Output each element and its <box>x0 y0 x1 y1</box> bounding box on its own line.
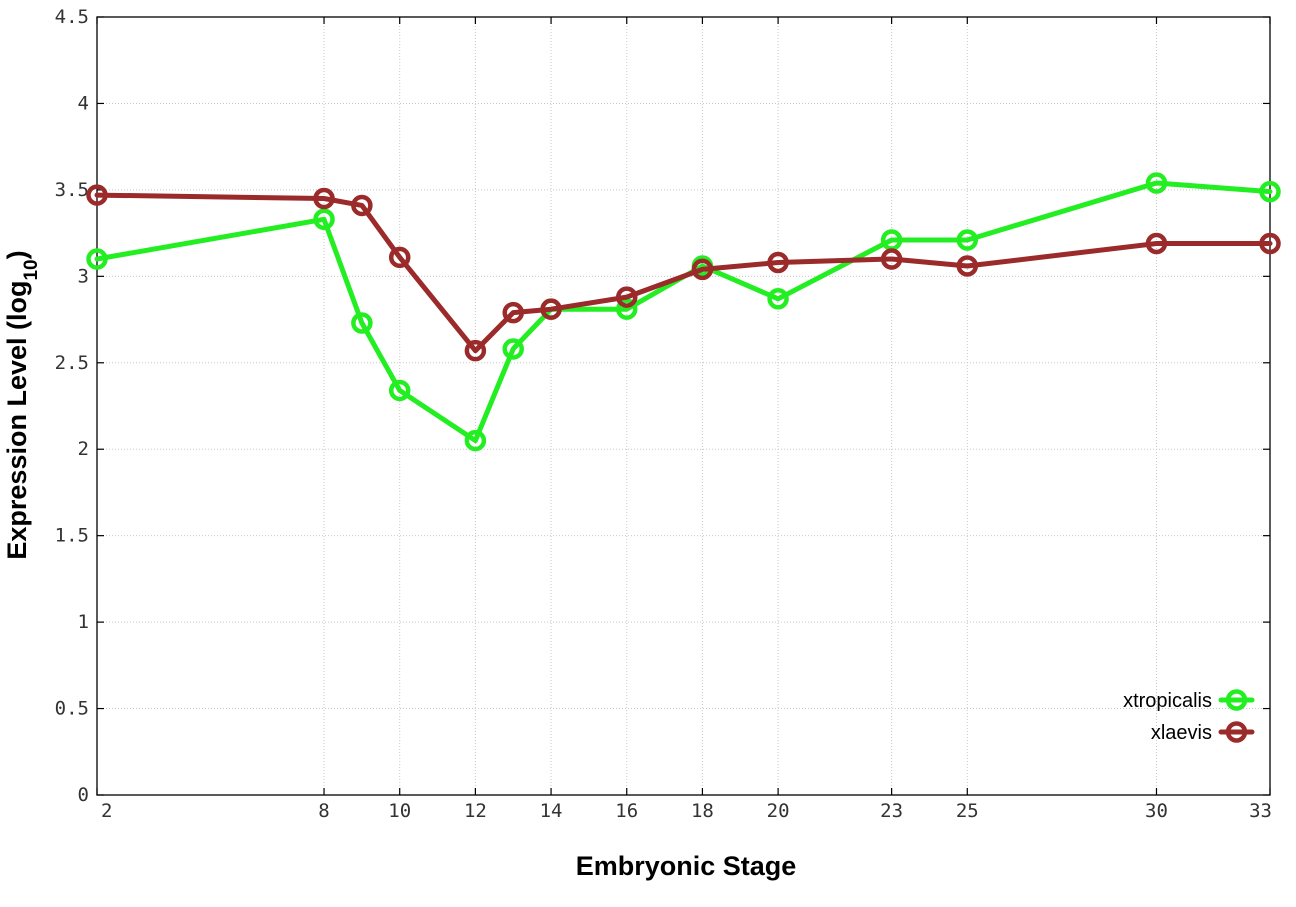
x-tick-label: 20 <box>767 800 790 822</box>
data-point <box>464 339 487 362</box>
x-tick-label: 10 <box>388 800 411 822</box>
data-point <box>767 251 789 274</box>
y-axis-title-close: ) <box>2 250 32 259</box>
y-tick-label: 4 <box>78 92 89 114</box>
x-tick-label: 12 <box>464 800 487 822</box>
y-tick-label: 3.5 <box>55 179 89 201</box>
y-tick-label: 4.5 <box>55 6 89 28</box>
data-point <box>351 194 373 217</box>
data-point <box>388 379 411 402</box>
legend-marker <box>1225 689 1248 711</box>
data-point <box>388 246 411 269</box>
data-point <box>1259 180 1281 203</box>
y-tick-label: 1.5 <box>55 525 89 547</box>
data-point <box>502 301 524 324</box>
series-line <box>94 180 1273 444</box>
y-axis-title: Expression Level (log10) <box>2 250 42 559</box>
data-point <box>313 208 335 231</box>
x-tick-label: 2 <box>101 800 112 822</box>
data-point <box>540 298 562 320</box>
data-point <box>615 286 638 308</box>
data-point <box>502 338 524 360</box>
y-tick-label: 1 <box>78 611 89 633</box>
series-xlaevis <box>86 184 1281 362</box>
legend: xtropicalis xlaevis <box>1123 689 1255 744</box>
x-tick-label: 8 <box>318 800 329 822</box>
data-point <box>691 258 714 281</box>
x-tick-label: 14 <box>540 800 563 822</box>
data-point <box>880 248 903 270</box>
x-tick-label: 23 <box>880 800 903 822</box>
x-axis-title: Embryonic Stage <box>576 851 797 881</box>
data-point <box>767 288 789 310</box>
data-point <box>86 184 108 206</box>
data-point <box>464 429 487 452</box>
data-point <box>1259 232 1281 255</box>
data-point <box>86 248 108 270</box>
data-point <box>313 187 335 210</box>
y-axis-title-main: Expression Level (log <box>2 281 32 560</box>
data-point <box>351 312 373 334</box>
data-point <box>956 255 979 277</box>
y-axis-title-subscript: 10 <box>21 259 42 280</box>
legend-label: xtropicalis <box>1123 690 1212 712</box>
y-tick-label: 2 <box>78 438 89 460</box>
data-point <box>615 298 638 320</box>
series-xtropicalis <box>86 172 1281 452</box>
series-lines <box>86 172 1281 452</box>
x-tick-label: 18 <box>691 800 714 822</box>
series-line <box>94 192 1273 354</box>
y-tick-label: 0.5 <box>55 698 89 720</box>
y-tick-label: 2.5 <box>55 352 89 374</box>
legend-marker <box>1225 721 1248 743</box>
x-tick-label: 33 <box>1249 800 1272 822</box>
plot-frame <box>96 16 1271 796</box>
axis-ticks: 0 0.5 1 1.5 2 2.5 3 3.5 4 4.5 2 8 10 12 14 16 18 20 23 25 30… <box>55 6 1272 822</box>
data-point <box>1145 232 1168 255</box>
grid <box>97 17 1270 795</box>
x-tick-label: 30 <box>1145 800 1168 822</box>
y-tick-label: 3 <box>78 265 89 287</box>
x-tick-label: 25 <box>956 800 979 822</box>
legend-label: xlaevis <box>1151 722 1212 744</box>
y-tick-label: 0 <box>78 784 89 806</box>
data-point <box>1145 172 1168 194</box>
data-point <box>956 229 979 251</box>
x-tick-label: 16 <box>615 800 638 822</box>
